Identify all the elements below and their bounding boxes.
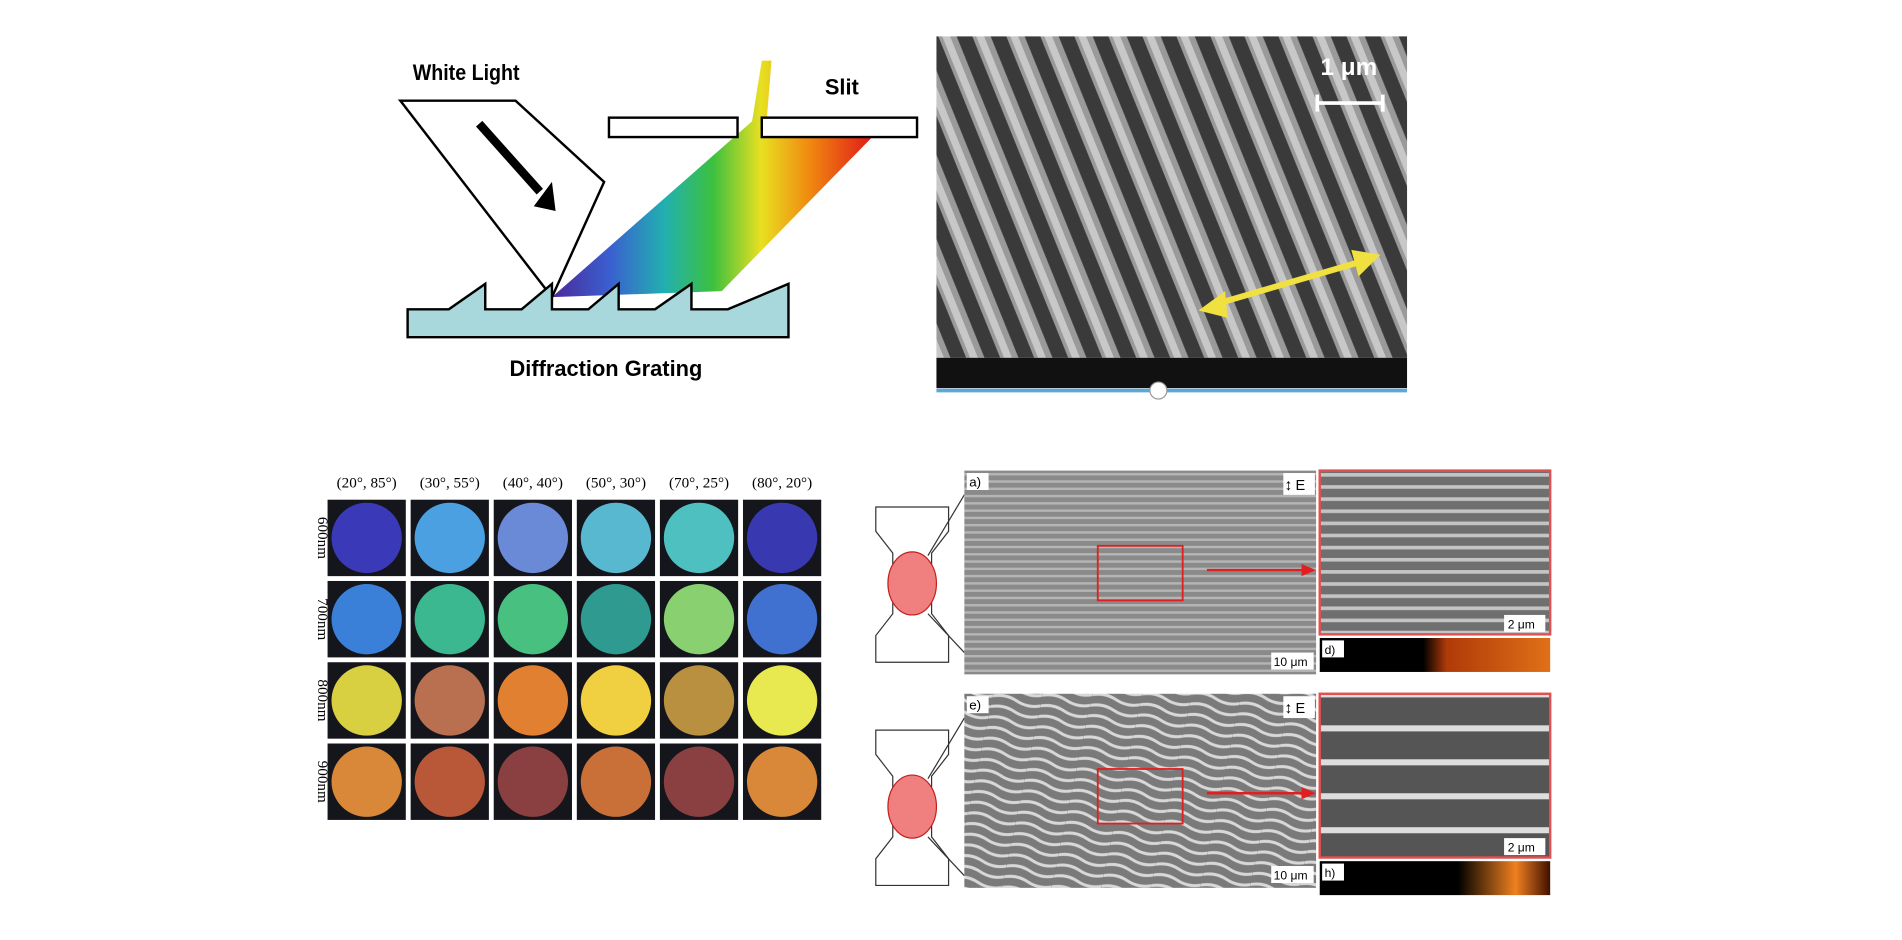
light-arrow — [476, 120, 543, 195]
sample-disc — [663, 584, 735, 655]
field-arrow: ↕ — [1285, 700, 1293, 717]
sem-scale-bar — [1315, 94, 1385, 112]
field-bg — [1283, 696, 1315, 719]
field-arrow: ↕ — [1285, 477, 1293, 494]
slit-left — [607, 116, 739, 139]
roi-box — [1096, 768, 1184, 825]
grating — [406, 281, 790, 339]
strip-label-bg — [1322, 863, 1344, 881]
row-label: 600nm — [314, 517, 331, 559]
column-header: (70°, 25°) — [669, 475, 729, 492]
row-label: 800nm — [314, 679, 331, 721]
field-bg — [1283, 473, 1315, 495]
column-header: (50°, 30°) — [586, 475, 646, 492]
sample-disc — [663, 665, 735, 736]
intensity-strip — [1319, 861, 1551, 896]
grating-label: Diffraction Grating — [510, 356, 703, 381]
sample-disc — [331, 665, 402, 736]
diffraction-diagram: White Light Slit Diffraction Grating — [397, 60, 919, 381]
scale-bg — [1271, 866, 1314, 883]
sem-zoom — [1318, 692, 1552, 859]
slit-label: Slit — [825, 75, 859, 100]
sample-disc — [497, 665, 569, 736]
sample-disc — [331, 502, 402, 574]
sample-disc — [746, 502, 818, 574]
sample-disc — [331, 584, 402, 655]
white-light-label: White Light — [413, 61, 520, 85]
white-light-beam — [397, 99, 606, 300]
scale-zoom: 2 μm — [1508, 840, 1535, 854]
sample-disc — [414, 502, 485, 574]
row-label: 700nm — [314, 598, 331, 640]
specimen-region — [887, 774, 938, 839]
scale-bg — [1271, 652, 1314, 670]
spectrum — [551, 60, 874, 298]
sample-disc — [580, 746, 652, 817]
specimen-region — [887, 551, 938, 616]
sem-zoom — [1318, 469, 1552, 636]
slit-right — [760, 116, 919, 139]
sample-disc — [497, 584, 569, 655]
scale-zoom: 2 μm — [1508, 617, 1535, 631]
sem-handle — [1149, 381, 1168, 400]
sem-panels: a) E↕10 μm2 μmd)e) E↕10 μm2 μmh) — [875, 469, 1552, 896]
sem-image — [936, 36, 1408, 358]
light-arrowhead — [533, 181, 556, 212]
column-header: (40°, 40°) — [503, 475, 563, 492]
sem-main — [964, 693, 1317, 888]
sample-disc — [497, 746, 569, 817]
sem-scale-label: 1 μm — [1321, 54, 1378, 81]
sample-disc — [746, 665, 818, 736]
scale-main: 10 μm — [1274, 868, 1308, 882]
color-grid: (20°, 85°) (30°, 55°) (40°, 40°) (50°, 30°)… — [314, 475, 822, 820]
sample-disc — [663, 502, 735, 574]
column-header: (30°, 55°) — [420, 475, 480, 492]
sample-disc — [746, 746, 818, 817]
scale-main: 10 μm — [1274, 655, 1308, 669]
zoom-scale-bg — [1504, 838, 1546, 856]
yellow-arrowhead-2 — [1351, 249, 1381, 277]
zoom-arrowhead — [1301, 787, 1317, 800]
sample-disc — [414, 665, 485, 736]
zoom-arrowhead — [1301, 564, 1317, 577]
sem-main — [964, 470, 1317, 675]
zoom-scale-bg — [1504, 614, 1546, 632]
column-header: (20°, 85°) — [337, 475, 397, 492]
strip-label: h) — [1325, 866, 1336, 880]
sample-disc — [746, 584, 818, 655]
field-label: E — [1295, 701, 1305, 717]
field-label: E — [1295, 478, 1305, 494]
zoom-lines — [927, 494, 965, 653]
label-bg — [966, 473, 989, 491]
sem-info-bar — [936, 357, 1408, 389]
sample-disc — [414, 746, 485, 817]
roi-box — [1096, 544, 1184, 602]
strip-label-bg — [1322, 640, 1344, 658]
strip-label: d) — [1325, 643, 1336, 657]
sample-disc — [580, 665, 652, 736]
row-label: 900nm — [314, 761, 331, 803]
yellow-arrowhead-1 — [1198, 291, 1228, 318]
sample-disc — [331, 746, 402, 817]
panel-label: e) — [969, 698, 981, 713]
sample-disc — [414, 584, 485, 655]
sample-disc — [580, 502, 652, 574]
label-bg — [966, 696, 989, 714]
sample-disc — [497, 502, 569, 574]
intensity-strip — [1319, 637, 1551, 672]
zoom-lines — [927, 717, 965, 877]
sample-disc — [663, 746, 735, 817]
sample-disc — [580, 584, 652, 655]
yellow-arrow — [1209, 256, 1370, 309]
sem-top: 1 μm — [936, 36, 1408, 400]
panel-label: a) — [969, 474, 981, 489]
column-header: (80°, 20°) — [752, 475, 812, 492]
